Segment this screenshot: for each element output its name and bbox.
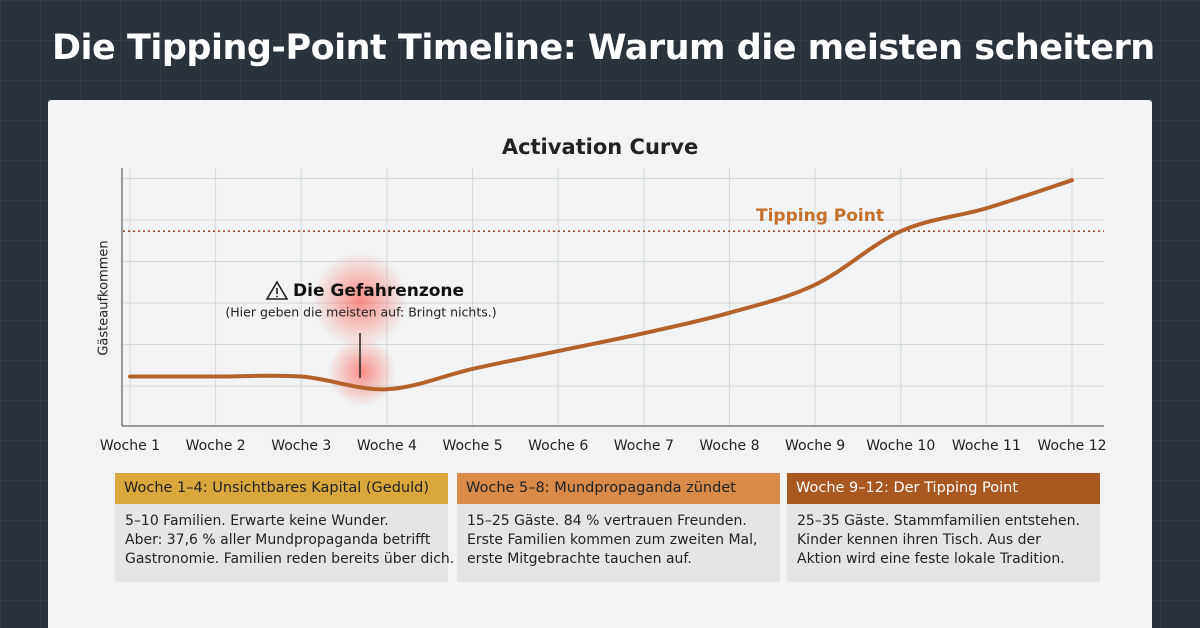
- x-tick-label: Woche 7: [614, 438, 674, 454]
- phase-line: Aktion wird eine feste lokale Tradition.: [797, 551, 1065, 567]
- x-tick-label: Woche 5: [442, 438, 502, 454]
- x-tick-label: Woche 8: [699, 438, 759, 454]
- phase-body: 15–25 Gäste. 84 % vertrauen Freunden. Ers…: [457, 504, 780, 577]
- warning-icon: [265, 280, 289, 300]
- x-tick-label: Woche 3: [271, 438, 331, 454]
- line: [128, 178, 1074, 392]
- phase-line: Kinder kennen ihren Tisch. Aus der: [797, 532, 1041, 548]
- x-tick-label: Woche 1: [100, 438, 160, 454]
- x-tick-label: Woche 6: [528, 438, 588, 454]
- y-label: Gästeaufkommen: [97, 240, 112, 355]
- phase-line: 25–35 Gäste. Stammfamilien entstehen.: [797, 513, 1080, 529]
- phase-body: 25–35 Gäste. Stammfamilien entstehen. Kin…: [787, 504, 1100, 577]
- threshold-label: Tipping Point: [756, 206, 884, 226]
- phase-title: Woche 1–4: Unsichtbares Kapital (Geduld): [115, 473, 448, 504]
- heading: Die Tipping-Point Timeline: Warum die me…: [52, 28, 1155, 68]
- annotation-text: (Hier geben die meisten auf: Bringt nich…: [225, 305, 496, 320]
- x-tick-label: Woche 11: [952, 438, 1021, 454]
- x-tick-label: Woche 9: [785, 438, 845, 454]
- phase-card: Woche 1–4: Unsichtbares Kapital (Geduld)…: [115, 473, 455, 582]
- annotation-title: Die Gefahrenzone: [293, 281, 464, 301]
- phase-card: Woche 5–8: Mundpropaganda zündet 15–25 Gä…: [457, 473, 780, 582]
- glow: [328, 338, 396, 406]
- x-tick-label: Woche 4: [357, 438, 417, 454]
- grid: [123, 175, 1104, 425]
- phase-body: 5–10 Familien. Erwarte keine Wunder. Aber…: [115, 504, 455, 577]
- phase-title: Woche 5–8: Mundpropaganda zündet: [457, 473, 780, 504]
- phase-line: erste Mitgebrachte tauchen auf.: [467, 551, 692, 567]
- x-tick-label: Woche 10: [866, 438, 935, 454]
- x-tick-label: Woche 2: [186, 438, 246, 454]
- phase-line: Aber: 37,6 % aller Mundpropaganda betrif…: [125, 532, 431, 548]
- phase-title: Woche 9–12: Der Tipping Point: [787, 473, 1100, 504]
- phase-line: 15–25 Gäste. 84 % vertrauen Freunden.: [467, 513, 747, 529]
- glow: [312, 252, 408, 348]
- chart-title: Activation Curve: [502, 135, 698, 159]
- x-tick-label: Woche 12: [1037, 438, 1106, 454]
- phase-line: Erste Familien kommen zum zweiten Mal,: [467, 532, 758, 548]
- phase-card: Woche 9–12: Der Tipping Point 25–35 Gäste…: [787, 473, 1100, 582]
- phase-line: Gastronomie. Familien reden bereits über…: [125, 551, 455, 567]
- phase-line: 5–10 Familien. Erwarte keine Wunder.: [125, 513, 389, 529]
